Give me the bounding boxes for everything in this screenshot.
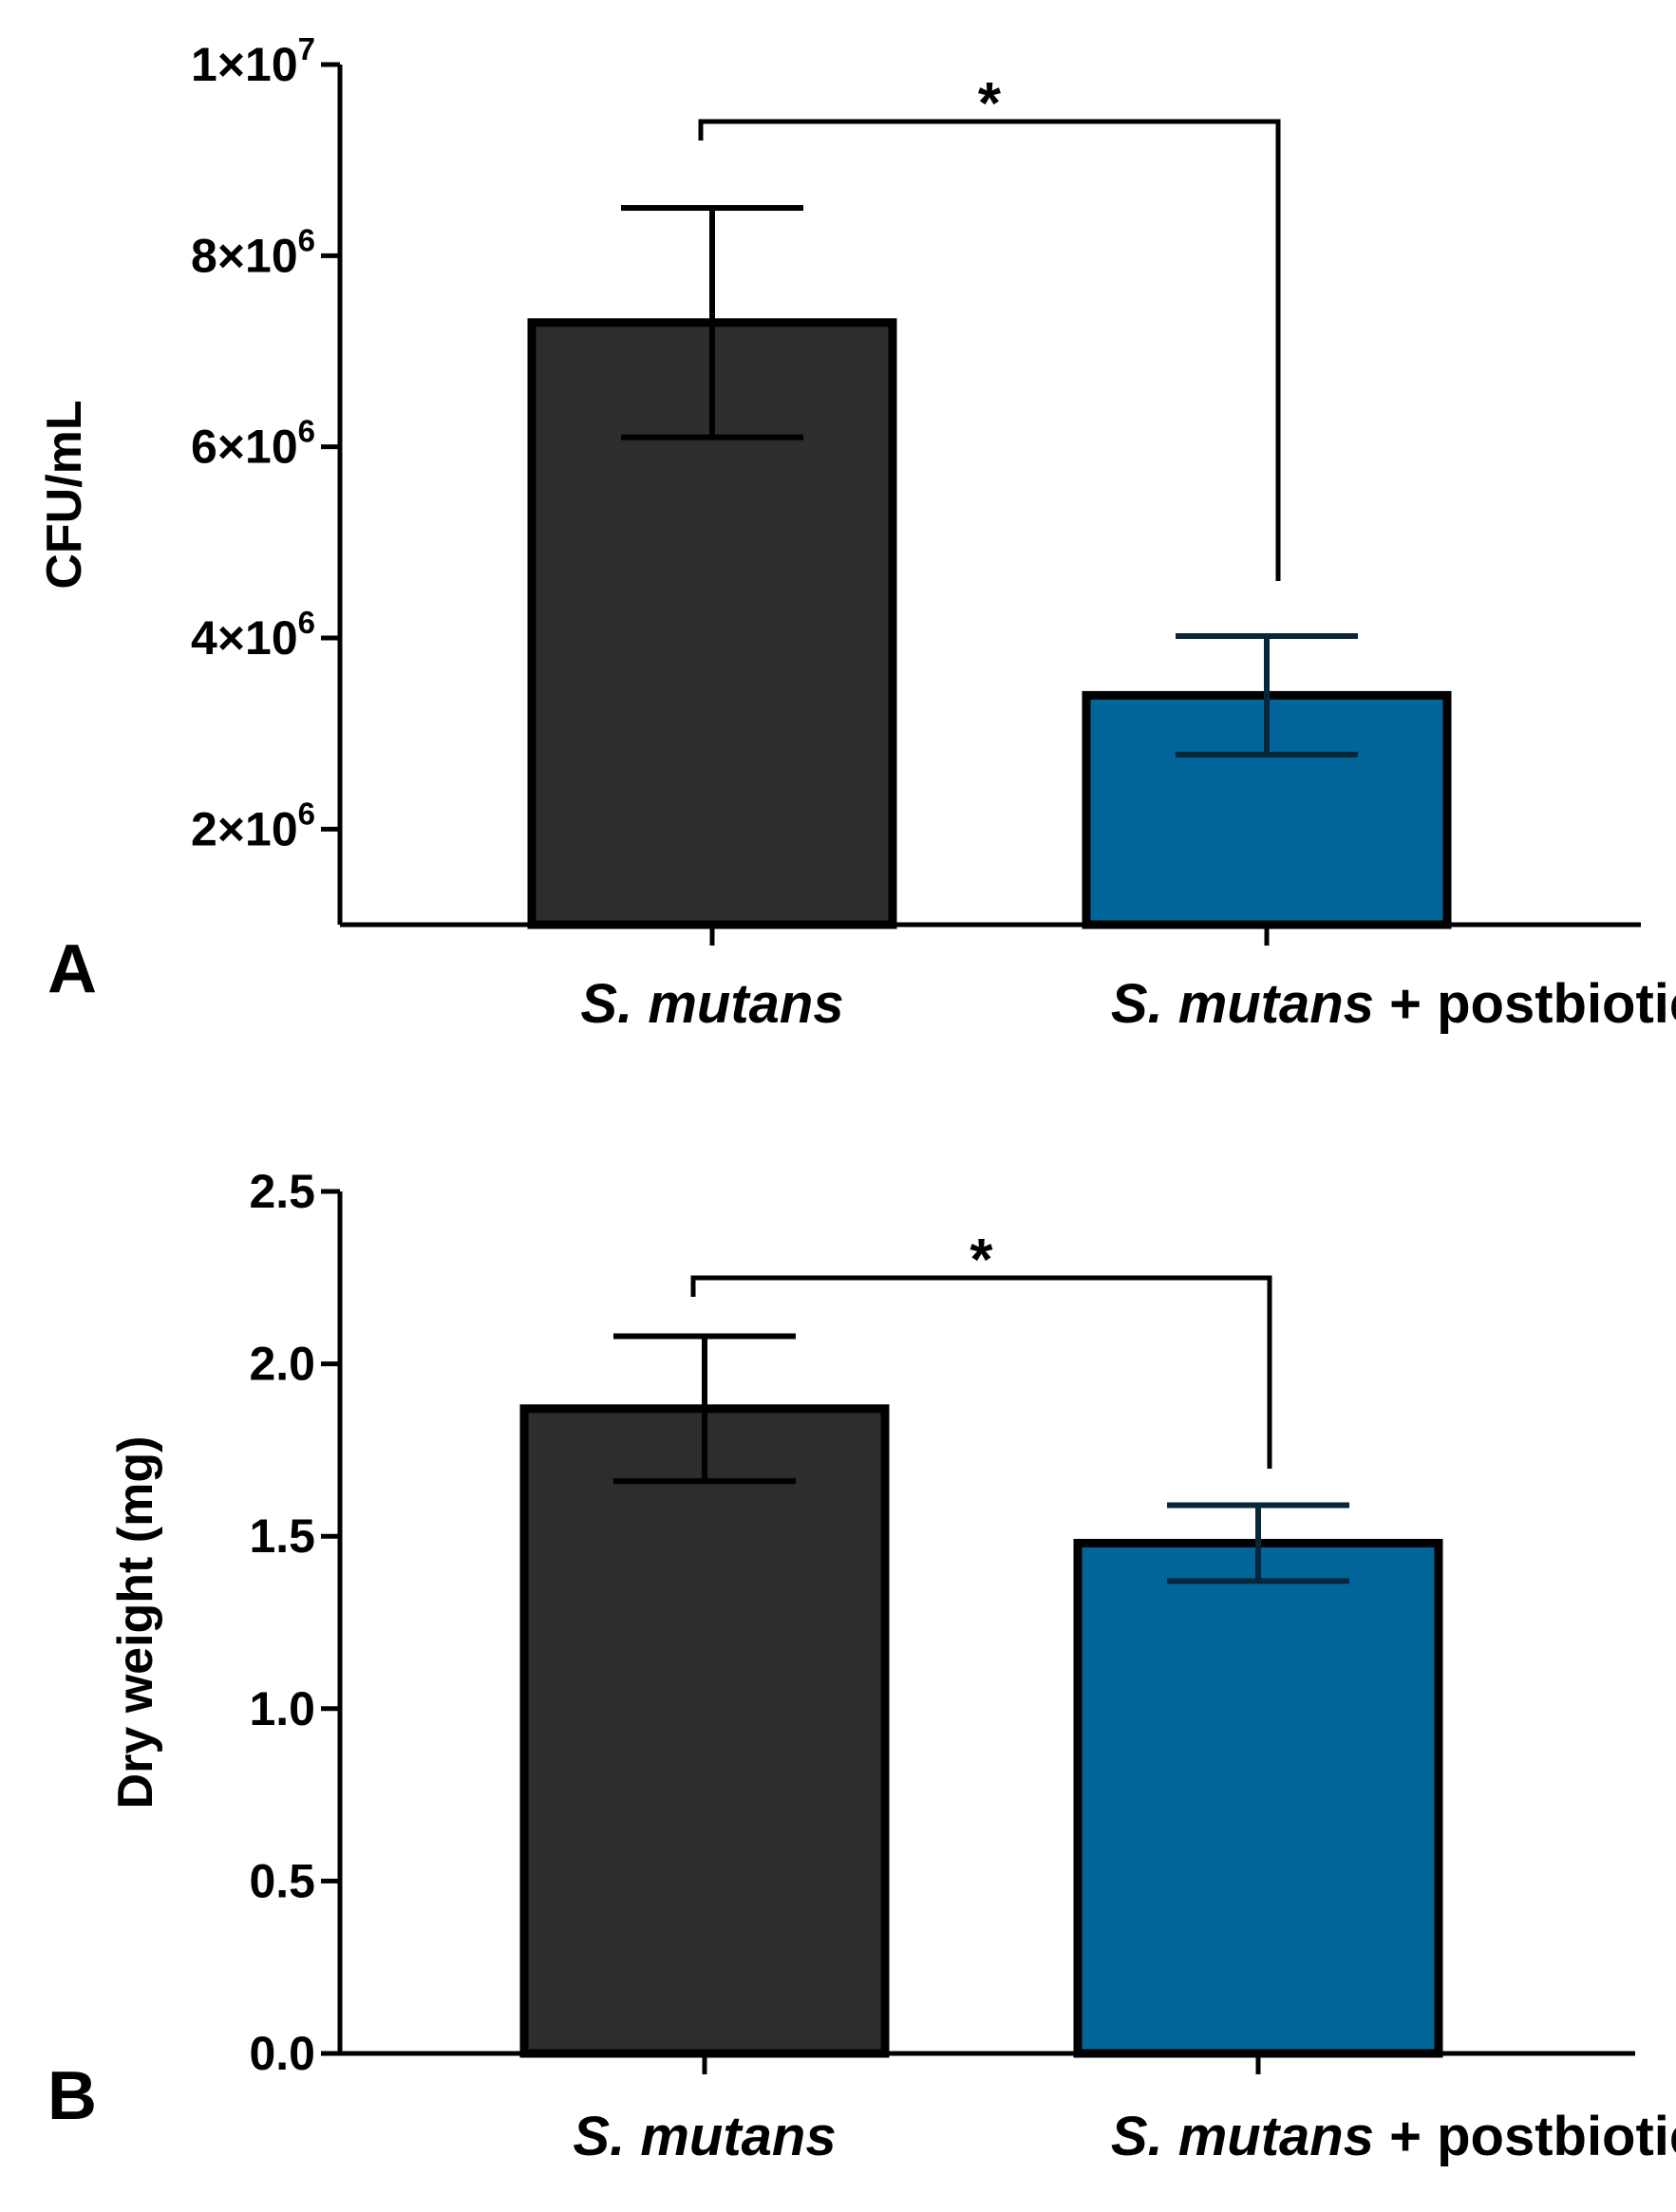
panel-b-y-tick-label: 1.0	[249, 1682, 315, 1735]
panel-b-y-axis-label: Dry weight (mg)	[108, 1436, 163, 1809]
panel-b-y-tick-label: 2.5	[249, 1165, 315, 1218]
panel-a-y-tick-label: 4×106	[191, 605, 315, 665]
panel-b-bar-1	[519, 1404, 890, 2058]
panel-a-y-tick-label: 6×106	[191, 414, 315, 474]
panel-a-category-label-2: S. mutans + postbiotic	[1111, 973, 1676, 1035]
panel-b-bar-2	[1073, 1538, 1443, 2058]
panel-a-error-bar-1	[621, 205, 803, 441]
panel-b-significance-label: *	[970, 1228, 993, 1293]
panel-a-error-bar-2	[1176, 632, 1358, 758]
panel-a-category-label-1: S. mutans	[580, 973, 843, 1035]
panel-a-chart: 2×106 4×106 6×106 8×106 1×107 S. mutans S. mut…	[37, 31, 1676, 1035]
panel-b-significance-bracket	[690, 1275, 1272, 1469]
panel-a-y-tick-label: 1×107	[191, 31, 315, 91]
panel-a-significance-label: *	[978, 71, 1002, 137]
panel-a-letter: A	[47, 931, 97, 1007]
panel-b-y-tick-label: 0.0	[249, 2027, 315, 2080]
panel-b-error-bar-1	[613, 1333, 796, 1485]
panel-b-category-label-1: S. mutans	[573, 2106, 836, 2167]
panel-b-y-tick-label: 1.5	[249, 1509, 315, 1563]
panel-a-y-tick-label: 8×106	[191, 222, 315, 282]
panel-b-y-tick-label: 0.5	[249, 1854, 315, 1907]
panel-b-error-bar-2	[1167, 1502, 1349, 1584]
panel-b-letter: B	[47, 2058, 97, 2134]
panel-b-y-tick-label: 2.0	[249, 1338, 315, 1391]
panel-a-significance-bracket	[698, 119, 1281, 581]
panel-a-y-tick-label: 2×106	[191, 796, 315, 855]
panel-a-y-axis-label: CFU/mL	[37, 400, 92, 589]
panel-b-category-label-2: S. mutans + postbiotic	[1111, 2106, 1676, 2167]
panel-b-chart: 0.0 0.5 1.0 1.5 2.0 2.5 S. mutans S. mutans + p…	[47, 1165, 1676, 2167]
